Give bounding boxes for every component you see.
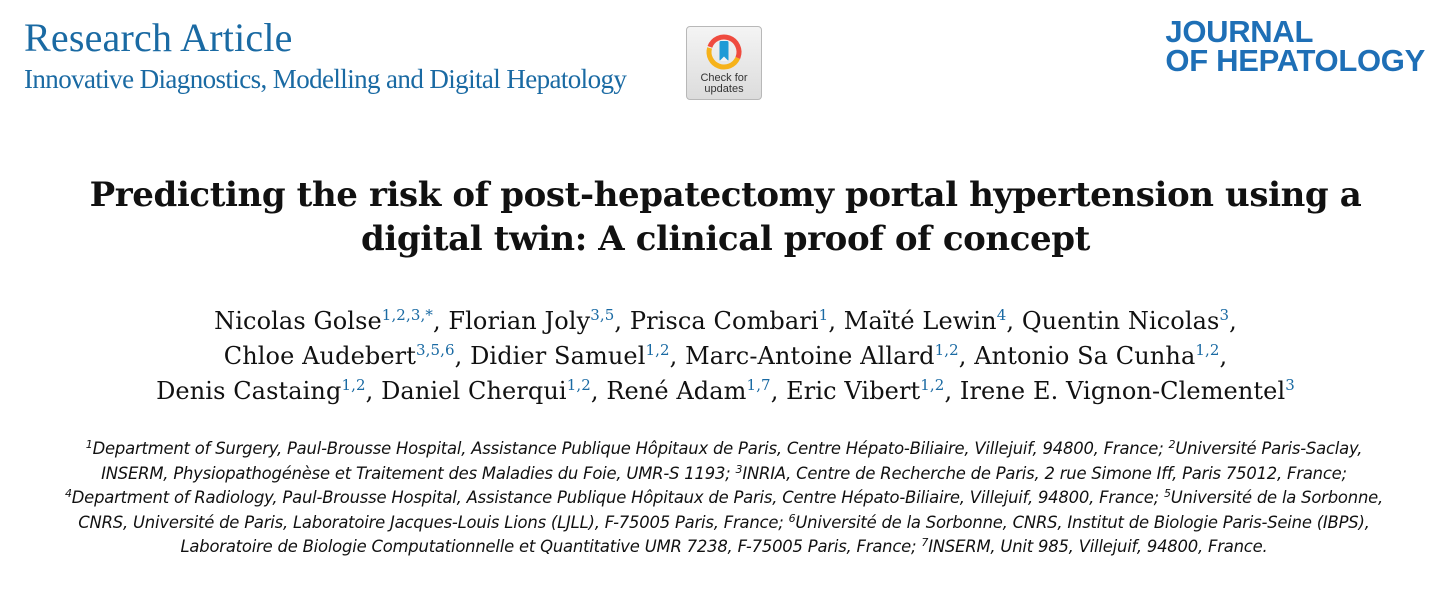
affiliation-list: 1Department of Surgery, Paul-Brousse Hos… xyxy=(55,437,1393,560)
author: Antonio Sa Cunha1,2 xyxy=(974,342,1219,370)
author-affiliation-link[interactable]: 1,2 xyxy=(566,376,591,394)
author-separator: , xyxy=(614,307,630,335)
author: René Adam1,7 xyxy=(606,377,770,405)
author-separator: , xyxy=(944,377,960,405)
author-separator: , xyxy=(454,342,471,370)
author-separator: , xyxy=(669,342,686,370)
author-separator: , xyxy=(958,342,975,370)
author-name: Marc-Antoine Allard xyxy=(685,342,935,370)
check-for-updates-label: Check for updates xyxy=(700,72,748,95)
author: Daniel Cherqui1,2 xyxy=(381,377,591,405)
author: Quentin Nicolas3 xyxy=(1022,307,1229,335)
author-name: Denis Castaing xyxy=(156,377,342,405)
author-affiliation-link[interactable]: 1,2 xyxy=(934,341,959,359)
author-name: Chloe Audebert xyxy=(223,342,416,370)
affiliation-number: 2 xyxy=(1168,438,1176,451)
affiliation: 3INRIA, Centre de Recherche de Paris, 2 … xyxy=(735,462,1348,483)
affiliation: 4Department of Radiology, Paul-Brousse H… xyxy=(65,488,1159,507)
author-separator: , xyxy=(432,307,449,335)
author-affiliation-link[interactable]: 1 xyxy=(818,306,829,324)
author-affiliation-link[interactable]: 3 xyxy=(1285,376,1295,394)
author-separator: , xyxy=(1219,342,1228,370)
author-affiliation-link[interactable]: 3,5,6 xyxy=(415,341,455,359)
author-separator: , xyxy=(1006,307,1022,335)
article-title-line: Predicting the risk of post-hepatectomy … xyxy=(89,175,1362,215)
author-affiliation-link[interactable]: 1,2 xyxy=(645,341,670,359)
author-separator: , xyxy=(770,377,787,405)
author: Maïté Lewin4 xyxy=(844,307,1007,335)
article-header: Research Article Innovative Diagnostics,… xyxy=(24,15,627,96)
author-list: Nicolas Golse1,2,3,*, Florian Joly3,5, P… xyxy=(20,304,1431,409)
affiliation-text: Department of Radiology, Paul-Brousse Ho… xyxy=(71,488,1159,507)
check-for-updates-button[interactable]: Check for updates xyxy=(686,26,762,100)
affiliation-text: Department of Surgery, Paul-Brousse Hosp… xyxy=(92,439,1164,458)
author: Florian Joly3,5 xyxy=(448,307,614,335)
author-separator: , xyxy=(590,377,607,405)
journal-section-label: Innovative Diagnostics, Modelling and Di… xyxy=(24,64,627,94)
author: Eric Vibert1,2 xyxy=(786,377,944,405)
author-affiliation-link[interactable]: 1,2 xyxy=(341,376,366,394)
author-affiliation-link[interactable]: 1,7 xyxy=(746,376,771,394)
affiliation-number: 4 xyxy=(64,487,72,500)
affiliation-number: 6 xyxy=(788,511,796,525)
author-affiliation-link[interactable]: 4 xyxy=(996,306,1007,324)
author-name: Nicolas Golse xyxy=(214,307,382,335)
affiliation-text: INRIA, Centre de Recherche de Paris, 2 r… xyxy=(742,463,1347,483)
author-affiliation-link[interactable]: 3 xyxy=(1219,306,1230,324)
author-name: Didier Samuel xyxy=(470,342,646,370)
author: Irene E. Vignon-Clementel3 xyxy=(960,377,1295,405)
author-affiliation-link[interactable]: 1,2 xyxy=(1195,341,1220,359)
author-name: Maïté Lewin xyxy=(843,307,997,335)
author-name: Quentin Nicolas xyxy=(1021,307,1220,335)
author: Didier Samuel1,2 xyxy=(470,342,670,370)
author-separator: , xyxy=(1229,307,1237,335)
affiliation-text: INSERM, Unit 985, Villejuif, 94800, Fran… xyxy=(928,537,1268,556)
affiliation-number: 7 xyxy=(921,536,929,549)
author-name: Daniel Cherqui xyxy=(381,377,567,405)
article-type-label: Research Article xyxy=(24,15,293,60)
affiliation-number: 3 xyxy=(735,462,743,476)
affiliation-text: Université de la Sorbonne, CNRS, Univers… xyxy=(78,488,1384,532)
journal-logo: JOURNAL OF HEPATOLOGY xyxy=(1165,14,1425,78)
author-name: Florian Joly xyxy=(448,307,591,335)
affiliation: 7INSERM, Unit 985, Villejuif, 94800, Fra… xyxy=(921,537,1267,556)
journal-logo-line2: OF HEPATOLOGY xyxy=(1165,43,1425,78)
journal-logo-line1: JOURNAL xyxy=(1165,14,1314,49)
affiliation: 2Université Paris-Saclay, INSERM, Physio… xyxy=(101,439,1362,483)
author-separator: , xyxy=(828,307,844,335)
author-name: Antonio Sa Cunha xyxy=(974,342,1196,370)
article-title: Predicting the risk of post-hepatectomy … xyxy=(30,173,1421,261)
author-name: Eric Vibert xyxy=(786,377,921,405)
affiliation-text: Université de la Sorbonne, CNRS, Institu… xyxy=(180,512,1370,557)
author: Marc-Antoine Allard1,2 xyxy=(685,342,959,370)
author: Chloe Audebert3,5,6 xyxy=(224,342,455,370)
author: Nicolas Golse1,2,3,* xyxy=(214,307,433,335)
crossmark-icon xyxy=(706,34,742,70)
affiliation: 1Department of Surgery, Paul-Brousse Hos… xyxy=(86,439,1164,458)
affiliation-number: 5 xyxy=(1163,487,1171,500)
author: Prisca Combari1 xyxy=(630,307,828,335)
author-name: René Adam xyxy=(606,377,747,405)
author-affiliation-link[interactable]: 1,2,3,* xyxy=(381,306,433,324)
affiliation: 6Université de la Sorbonne, CNRS, Instit… xyxy=(180,513,1369,557)
author-name: Prisca Combari xyxy=(629,307,819,335)
article-title-line: digital twin: A clinical proof of concep… xyxy=(361,219,1090,259)
author-affiliation-link[interactable]: 1,2 xyxy=(920,376,945,394)
author-name: Irene E. Vignon-Clementel xyxy=(959,377,1286,405)
affiliation-number: 1 xyxy=(85,438,93,451)
author: Denis Castaing1,2 xyxy=(156,377,366,405)
author-separator: , xyxy=(365,377,382,405)
author-affiliation-link[interactable]: 3,5 xyxy=(590,306,615,324)
affiliation: 5Université de la Sorbonne, CNRS, Univer… xyxy=(78,488,1383,532)
affiliation-text: Université Paris-Saclay, INSERM, Physiop… xyxy=(101,439,1363,483)
